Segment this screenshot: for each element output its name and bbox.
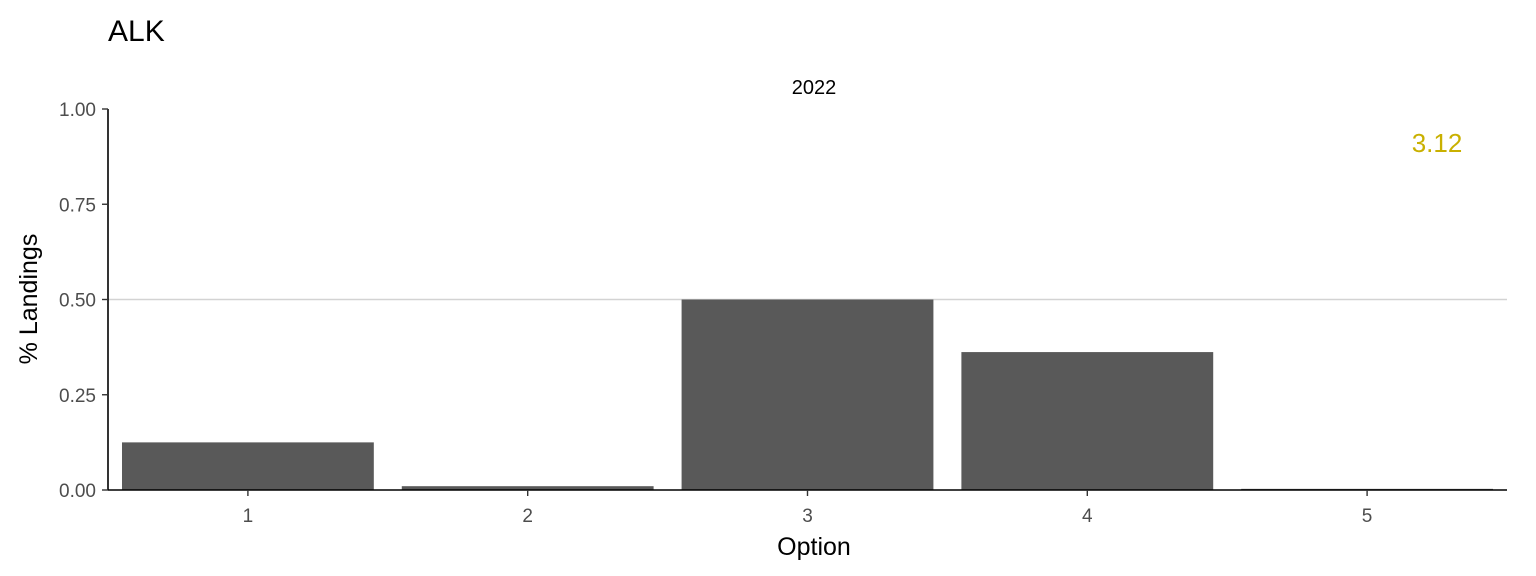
bar-option-1 <box>121 442 374 490</box>
y-tick-label: 0.75 <box>59 195 96 216</box>
facet-strip-label: 2022 <box>792 77 837 99</box>
x-axis-title: Option <box>777 533 851 561</box>
y-tick-label: 0.25 <box>59 386 96 407</box>
bar-option-4 <box>961 352 1214 490</box>
bar-option-2 <box>401 486 654 490</box>
y-tick-label: 0.50 <box>59 291 96 312</box>
x-tick-label: 5 <box>1362 506 1373 527</box>
x-tick-label: 4 <box>1082 506 1093 527</box>
y-tick-label: 0.00 <box>59 481 96 502</box>
y-axis-title: % Landings <box>15 234 43 365</box>
bar-option-3 <box>681 299 934 490</box>
x-tick-label: 1 <box>243 506 254 527</box>
chart-title: ALK <box>108 15 165 48</box>
x-tick-label: 2 <box>522 506 533 527</box>
y-tick-label: 1.00 <box>59 100 96 121</box>
mean-annotation: 3.12 <box>1412 128 1463 158</box>
x-tick-label: 3 <box>802 506 813 527</box>
